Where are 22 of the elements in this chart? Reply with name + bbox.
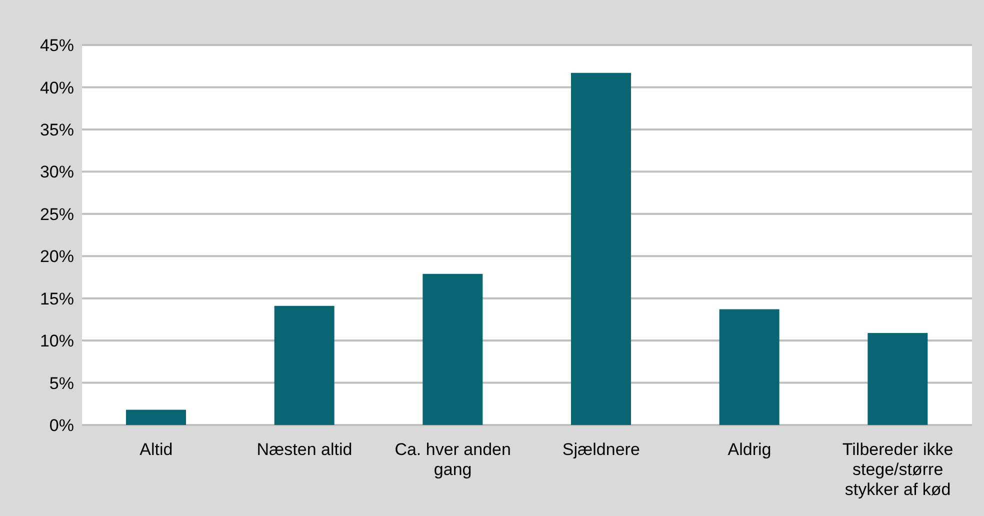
y-tick-label: 30% [40, 162, 74, 182]
bar [274, 306, 334, 425]
bar [126, 410, 186, 425]
x-tick-label: Aldrig [728, 440, 772, 459]
bar [719, 309, 780, 425]
y-tick-label: 35% [40, 120, 74, 140]
x-tick-label: Sjældnere [562, 440, 640, 459]
y-tick-label: 40% [40, 78, 74, 98]
y-tick-label: 15% [40, 289, 74, 308]
y-tick-label: 45% [40, 36, 74, 56]
y-tick-label: 5% [49, 374, 74, 393]
y-tick-label: 20% [40, 247, 74, 266]
x-tick-label: Ca. hver anden gang [394, 440, 511, 479]
bar [868, 332, 928, 425]
y-tick-label: 0% [49, 416, 74, 436]
y-tick-label: 10% [40, 332, 74, 351]
x-tick-label: Altid [140, 440, 173, 459]
x-tick-label: Tilbereder ikke stege/større stykker af kød [842, 440, 954, 499]
bar [422, 274, 483, 425]
bar [571, 72, 631, 425]
y-tick-label: 25% [40, 204, 74, 224]
x-tick-label: Næsten altid [256, 440, 352, 459]
